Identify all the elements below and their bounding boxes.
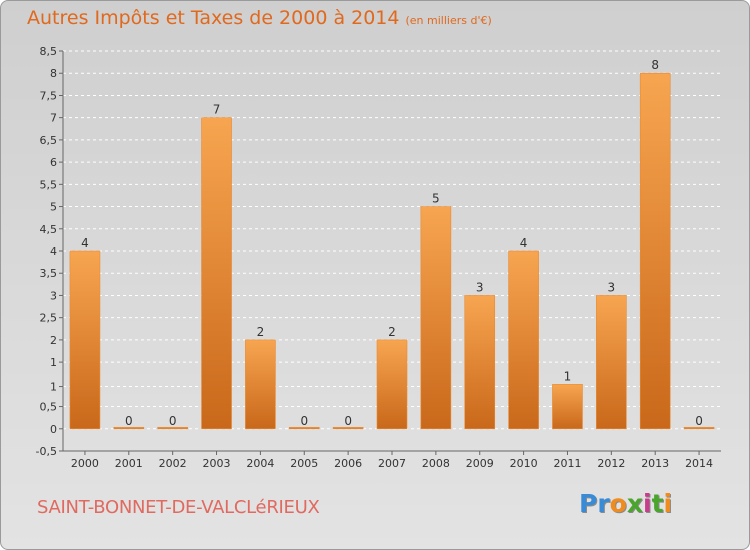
- y-tick-label: 6,5: [40, 134, 58, 147]
- logo-letter: P: [579, 489, 598, 518]
- bar-value-label: 3: [608, 280, 616, 294]
- bar-value-label: 7: [213, 103, 221, 117]
- bar: [157, 426, 188, 430]
- bar-value-label: 4: [520, 236, 528, 250]
- bar: [596, 295, 627, 430]
- y-tick-label: 1: [50, 381, 57, 394]
- y-tick-label: -0,5: [36, 445, 57, 458]
- bar-value-label: 1: [564, 369, 572, 383]
- y-tick-label: 8,5: [40, 45, 58, 58]
- logo-letter: r: [597, 489, 610, 518]
- x-tick-label: 2014: [685, 457, 713, 470]
- x-tick-label: 2013: [641, 457, 669, 470]
- bar-value-label: 0: [695, 414, 703, 428]
- y-tick-label: 3,5: [40, 267, 58, 280]
- chart-unit: (en milliers d'€): [405, 14, 492, 27]
- logo-letter: i: [663, 489, 673, 518]
- y-tick-label: 6: [50, 156, 57, 169]
- chart-title: Autres Impôts et Taxes de 2000 à 2014 (en…: [27, 7, 492, 29]
- bar: [376, 339, 408, 430]
- bar: [201, 117, 232, 430]
- x-tick-label: 2006: [334, 457, 362, 470]
- y-tick-label: 4: [50, 245, 57, 258]
- bar-value-label: 8: [651, 58, 659, 72]
- bar-value-label: 2: [257, 325, 265, 339]
- bar: [288, 426, 320, 430]
- bar-value-label: 0: [300, 414, 308, 428]
- y-tick-label: 3: [50, 289, 57, 302]
- y-tick-label: 4,5: [40, 223, 58, 236]
- bar: [113, 426, 145, 430]
- y-tick-label: 2: [50, 334, 57, 347]
- bar: [245, 339, 276, 430]
- y-tick-label: 0: [50, 423, 57, 436]
- bar: [508, 250, 539, 430]
- bar: [464, 295, 496, 430]
- x-tick-label: 2002: [159, 457, 187, 470]
- proxiti-logo[interactable]: Proxiti: [579, 489, 672, 518]
- bar-value-label: 0: [125, 414, 133, 428]
- y-tick-label: 7: [50, 112, 57, 125]
- bar: [332, 426, 364, 430]
- logo-letter: o: [609, 489, 627, 518]
- x-tick-label: 2000: [71, 457, 99, 470]
- x-tick-label: 2004: [246, 457, 274, 470]
- bar-value-label: 5: [432, 192, 440, 206]
- bar-value-label: 3: [476, 280, 484, 294]
- bar: [69, 250, 101, 430]
- y-tick-label: 5,5: [40, 178, 58, 191]
- bar: [683, 426, 715, 430]
- x-tick-label: 2001: [115, 457, 143, 470]
- x-tick-label: 2011: [553, 457, 581, 470]
- commune-name: SAINT-BONNET-DE-VALCLéRIEUX: [37, 497, 320, 518]
- y-tick-label: 8: [50, 67, 57, 80]
- y-tick-label: 0,5: [40, 401, 58, 414]
- bar-value-label: 0: [169, 414, 177, 428]
- bar-value-label: 4: [81, 236, 89, 250]
- y-tick-label: 5: [50, 201, 57, 214]
- x-tick-label: 2010: [510, 457, 538, 470]
- x-tick-label: 2009: [466, 457, 494, 470]
- logo-letter: t: [651, 489, 664, 518]
- y-tick-label: 1: [50, 356, 57, 369]
- bar-value-label: 0: [344, 414, 352, 428]
- x-tick-label: 2012: [597, 457, 625, 470]
- chart-title-text: Autres Impôts et Taxes de 2000 à 2014: [27, 7, 400, 29]
- bar-value-label: 2: [388, 325, 396, 339]
- bar: [420, 206, 452, 430]
- logo-letter: i: [643, 489, 652, 518]
- bar: [552, 384, 583, 430]
- x-tick-label: 2003: [203, 457, 231, 470]
- y-tick-label: 7,5: [40, 89, 58, 102]
- bar: [639, 72, 671, 430]
- x-tick-label: 2007: [378, 457, 406, 470]
- y-tick-label: 2,5: [40, 312, 58, 325]
- logo-letter: x: [626, 489, 643, 518]
- x-tick-label: 2008: [422, 457, 450, 470]
- x-tick-label: 2005: [290, 457, 318, 470]
